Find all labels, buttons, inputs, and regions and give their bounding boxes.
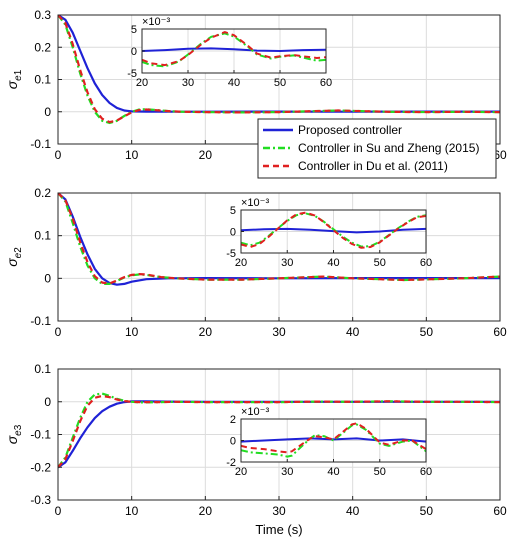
panel-3-ytick-label: 0 — [44, 395, 51, 409]
panel-3-inset-xtick-label: 20 — [235, 466, 247, 478]
panel-2-inset-series-du — [241, 211, 426, 249]
legend-box — [257, 118, 497, 179]
panel-1-inset-xtick-label: 50 — [274, 77, 286, 89]
panel-3-xtick-label: 10 — [125, 504, 139, 518]
panel-2-ytick-label: 0.2 — [34, 186, 51, 200]
panel-1-ytick-label: 0.3 — [34, 8, 51, 22]
panel-3-ytick-label: -0.1 — [30, 428, 51, 442]
panel-2-inset-xtick-label: 60 — [420, 257, 432, 269]
panel-1-inset-xtick-label: 30 — [182, 77, 194, 89]
panel-1-xtick-label: 20 — [199, 148, 213, 162]
panel-1-inset-xtick-label: 60 — [320, 77, 332, 89]
panel-2-inset-xtick-label: 50 — [374, 257, 386, 269]
panel-2-inset-ytick-label: -5 — [226, 248, 236, 260]
panel-2-inset-xtick-label: 30 — [281, 257, 293, 269]
panel-2-xtick-label: 50 — [420, 325, 434, 339]
panel-3-inset-xtick-label: 40 — [327, 466, 339, 478]
panel-1-inset-ytick-label: 0 — [131, 46, 137, 58]
panel-1-ytick-label: 0 — [44, 105, 51, 119]
panel-2-ytick-label: -0.1 — [30, 314, 51, 328]
panel-2-xtick-label: 0 — [55, 325, 62, 339]
panel-2-inset-ytick-label: 0 — [230, 227, 236, 239]
panel-3-xtick-label: 20 — [199, 504, 213, 518]
panel-1-ytick-label: 0.1 — [34, 73, 51, 87]
panel-3-inset-xtick-label: 60 — [420, 466, 432, 478]
panel-3-ylabel: σe3 — [4, 424, 24, 444]
panel-2-ylabel: σe2 — [4, 247, 24, 267]
panel-1-inset-scale-label: ×10⁻³ — [142, 16, 170, 28]
panel-2-xtick-label: 10 — [125, 325, 139, 339]
panel-1-inset-xtick-label: 40 — [228, 77, 240, 89]
panel-1-inset-ytick-label: -5 — [127, 68, 137, 80]
panel-2-xtick-label: 20 — [199, 325, 213, 339]
panel-1-series-proposed — [58, 15, 500, 113]
panel-1-series-du — [58, 15, 500, 124]
panel-3-inset-scale-label: ×10⁻³ — [241, 406, 269, 418]
panel-3-xtick-label: 50 — [420, 504, 434, 518]
panel-1-ytick-label: 0.2 — [34, 40, 51, 54]
panel-3-xtick-label: 0 — [55, 504, 62, 518]
panel-1-ytick-label: -0.1 — [30, 137, 51, 151]
panel-2-ytick-label: 0.1 — [34, 229, 51, 243]
panel-3-inset-ytick-label: 2 — [230, 414, 236, 426]
panel-3-inset-series-du — [241, 422, 426, 454]
panel-1-xtick-label: 0 — [55, 148, 62, 162]
panel-1-inset-series-proposed — [142, 47, 326, 52]
panel-1-ylabel: σe1 — [4, 69, 24, 89]
panel-1-inset-ytick-label: 5 — [131, 24, 137, 36]
panel-1-inset-xtick-label: 20 — [136, 77, 148, 89]
panel-3-xtick-label: 30 — [272, 504, 286, 518]
legend: Proposed controller Controller in Su and … — [257, 118, 497, 179]
panel-1-inset-axes: 20 30 40 50 60 -5 0 5 — [127, 24, 332, 89]
panel-2-inset-scale-label: ×10⁻³ — [241, 197, 269, 209]
panel-3-inset-ytick-label: 0 — [230, 436, 236, 448]
panel-1-xtick-label: 10 — [125, 148, 139, 162]
panel-2-inset-xtick-label: 20 — [235, 257, 247, 269]
legend-label-su-zheng: Controller in Su and Zheng (2015) — [298, 141, 479, 155]
panel-3-ytick-label: -0.2 — [30, 460, 51, 474]
panel-2-xtick-label: 40 — [346, 325, 360, 339]
panel-1-xtick-label: 60 — [493, 148, 507, 162]
panel-3-xtick-label: 40 — [346, 504, 360, 518]
panel-3-xtick-label: 60 — [493, 504, 507, 518]
panel-3-inset-axes: 20 30 40 50 60 -2 0 2 — [226, 414, 432, 478]
panel-2-inset-ytick-label: 5 — [230, 205, 236, 217]
panel-2-xtick-label: 30 — [272, 325, 286, 339]
panel-1-inset-series-du — [142, 31, 326, 67]
panel-2-inset-xtick-label: 40 — [327, 257, 339, 269]
panel-3-xlabel: Time (s) — [255, 522, 302, 537]
panel-3-inset-ytick-label: -2 — [226, 457, 236, 469]
legend-label-du: Controller in Du et al. (2011) — [298, 159, 448, 173]
panel-3-inset-xtick-label: 30 — [281, 466, 293, 478]
panel-3-inset-xtick-label: 50 — [374, 466, 386, 478]
panel-2-inset-axes: 20 30 40 50 60 -5 0 5 — [226, 205, 432, 269]
panel-2-xtick-label: 60 — [493, 325, 507, 339]
panel-2-series-du — [58, 193, 500, 285]
panel-2-ytick-label: 0 — [44, 271, 51, 285]
panel-3-ytick-label: 0.1 — [34, 362, 51, 376]
panel-3-series-du — [58, 394, 500, 469]
panel-3-ytick-label: -0.3 — [30, 493, 51, 507]
legend-label-proposed: Proposed controller — [298, 123, 402, 137]
